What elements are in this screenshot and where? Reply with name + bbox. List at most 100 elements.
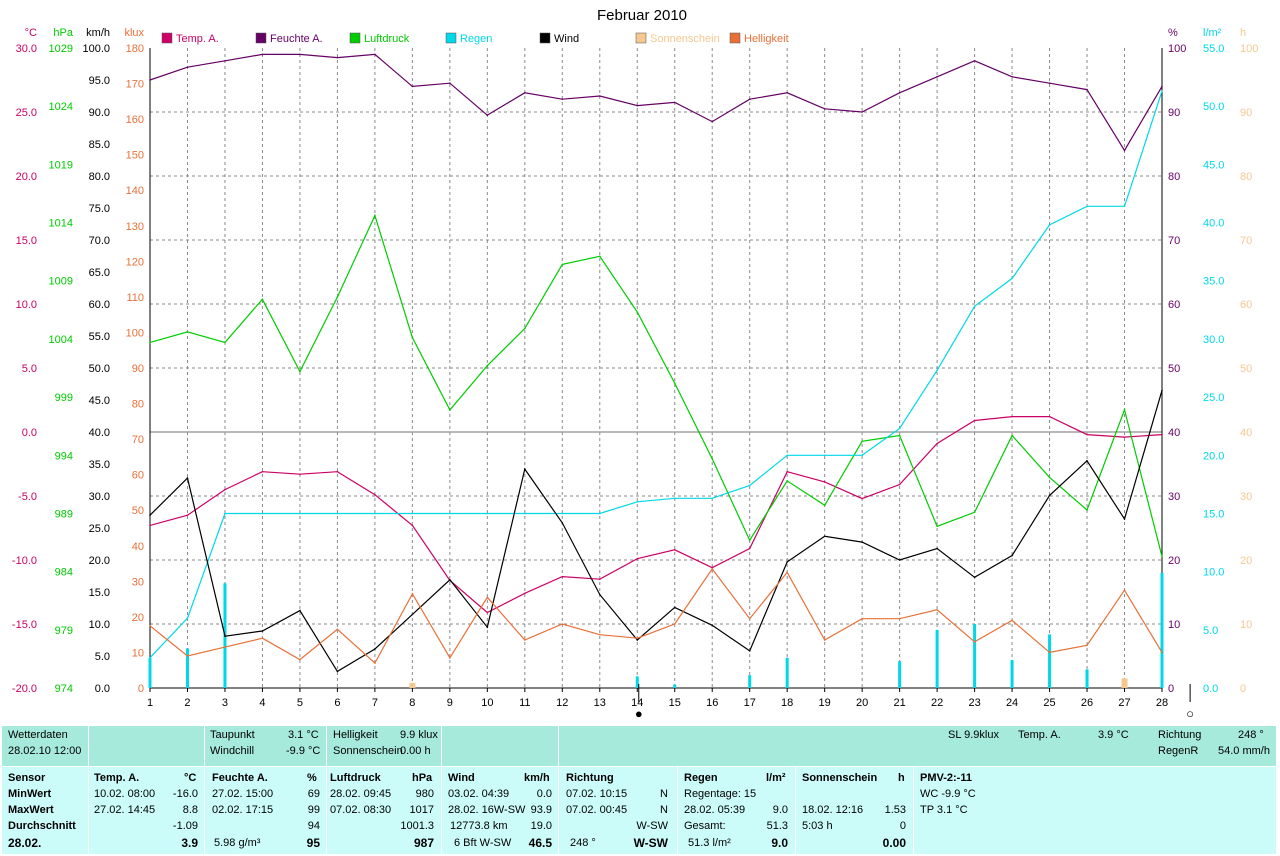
data-point [149,341,151,344]
y-tick-label-sun: 30 [1240,491,1252,503]
data-point [561,623,564,625]
windchill-value: -9.9 °C [286,745,321,757]
pmv-tp: TP 3.1 °C [920,804,968,816]
data-point [299,609,301,612]
x-tick-label: 12 [556,697,568,709]
y-tick-label-sun: 20 [1240,555,1252,567]
richtung-min-date: 07.02. 10:15 [566,788,628,800]
data-point [823,535,826,538]
data-point [336,296,339,298]
data-point [1086,460,1088,462]
data-point [1161,389,1163,392]
data-point [1086,644,1088,647]
y-tick-label-wind: 100.0 [82,43,110,55]
axis-unit-press: hPa [53,27,73,39]
data-point [1048,415,1051,418]
data-point [636,639,639,641]
richtung-max: N [660,804,668,816]
y-tick-label-press: 999 [55,392,73,404]
divider [558,767,559,854]
data-point [486,512,489,515]
series-line-wind [149,390,1163,673]
data-point [1048,476,1051,479]
helligkeit-label: Helligkeit [333,729,378,741]
legend-label: Luftdruck [364,33,410,45]
data-point [186,477,189,479]
data-point [898,434,901,437]
wind-bft: 6 Bft W-SW [454,837,512,849]
moon-phase-icon: ○ [1186,706,1194,721]
x-tick-label: 17 [744,697,756,709]
y-tick-label-temp: 0.0 [22,427,37,439]
y-tick-label-sun: 90 [1240,107,1252,119]
data-point [374,493,376,496]
rain-bar [1085,669,1089,688]
axis-unit-wind: km/h [86,27,110,39]
data-point [786,454,788,457]
wind-col-title: Wind [448,772,475,784]
x-tick-label: 7 [372,697,378,709]
y-tick-label-press: 989 [55,508,73,520]
data-point [936,369,938,372]
data-point [486,596,489,599]
richtung-current: W-SW [633,836,668,850]
data-point [973,419,976,422]
data-point [786,571,788,574]
regenr-value: 54.0 mm/h [1218,745,1270,757]
data-point [898,92,901,94]
y-tick-label-lux: 20 [132,612,144,624]
sl-value: SL 9.9klux [948,729,999,741]
data-point [748,547,751,550]
data-point [1048,224,1051,226]
regen-current: 9.0 [771,836,788,850]
druck-max-date: 07.02. 08:30 [330,804,392,816]
data-point [636,637,639,640]
data-point [336,670,339,673]
axis-unit-lux: klux [124,27,144,39]
data-point [1011,619,1013,622]
data-point [299,473,301,476]
data-point [411,613,414,616]
regenr-label: RegenR [1158,745,1199,757]
x-tick-label: 23 [968,697,980,709]
feuchte-min-date: 27.02. 15:00 [212,788,274,800]
taupunkt-value: 3.1 °C [288,729,319,741]
data-point [486,626,489,628]
divider [441,767,442,854]
y-tick-label-lux: 50 [132,505,144,517]
divider [88,726,89,766]
y-tick-label-press: 979 [55,625,73,637]
y-tick-label-wind: 30.0 [89,491,110,503]
y-tick-label-wind: 85.0 [89,139,110,151]
divider [326,726,327,766]
data-point [561,512,564,515]
data-point [186,66,189,68]
data-point [149,79,151,81]
series-line-luftdruck [149,213,1163,557]
y-tick-label-lux: 180 [126,43,144,55]
data-point [149,514,151,516]
data-point [1086,205,1088,208]
y-tick-label-sun: 40 [1240,427,1252,439]
x-tick-label: 3 [222,697,228,709]
x-tick-label: 11 [519,697,530,709]
sonne-current: 0.00 [882,836,906,850]
legend-swatch [255,32,267,44]
series-line-feuchte-a- [149,53,1163,152]
y-tick-label-wind: 25.0 [89,523,110,535]
data-point [973,576,976,579]
druck-col-unit: hPa [412,772,433,784]
y-tick-label-wind: 10.0 [89,619,110,631]
axis-unit-hum: % [1168,27,1178,39]
feuchte-max-date: 02.02. 17:15 [212,804,274,816]
data-point [524,92,526,94]
y-tick-label-wind: 80.0 [89,171,110,183]
regen-col-unit: l/m² [766,772,786,784]
data-point [149,656,151,659]
data-point [786,561,788,563]
temp-min: -16.0 [172,788,198,800]
rain-bar [935,629,939,688]
legend-swatch [161,32,173,44]
data-point [1011,415,1013,418]
y-tick-label-wind: 55.0 [89,331,110,343]
